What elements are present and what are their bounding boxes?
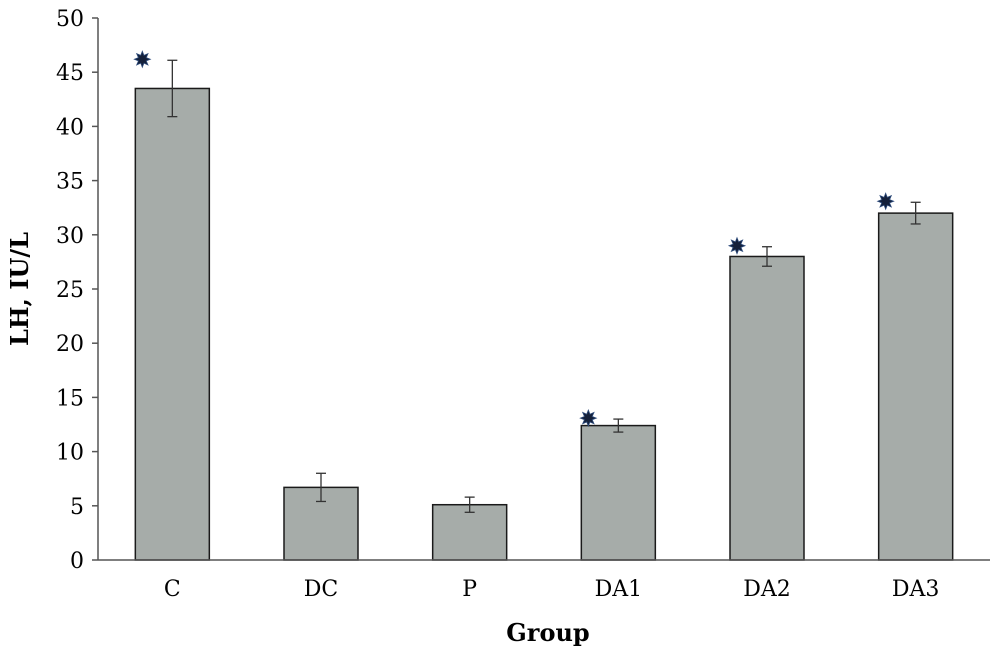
error-bars xyxy=(167,59,921,513)
category-label-da3: DA3 xyxy=(892,577,940,602)
star-icon xyxy=(876,192,895,211)
bar-da2 xyxy=(729,255,805,561)
category-label-da1: DA1 xyxy=(595,577,643,602)
bar-da1 xyxy=(580,424,657,561)
y-axis-ticks: 0 5 10 15 20 25 30 35 40 45 50 xyxy=(56,7,98,574)
bars xyxy=(134,87,954,561)
error-bar-da1 xyxy=(613,418,624,433)
category-label-dc: DC xyxy=(304,577,338,602)
category-label-p: P xyxy=(462,577,477,602)
error-bar-dc xyxy=(316,472,326,503)
star-icon xyxy=(579,408,598,428)
bar-c xyxy=(134,87,211,561)
y-tick-label: 35 xyxy=(56,170,84,195)
error-bar-da3 xyxy=(910,201,921,225)
y-tick-label: 0 xyxy=(70,549,84,574)
y-tick-label: 45 xyxy=(56,61,84,86)
star-icon xyxy=(727,236,747,255)
y-tick-label: 20 xyxy=(56,332,84,357)
significance-markers xyxy=(133,50,895,428)
y-axis-title: LH, IU/L xyxy=(5,232,34,346)
y-tick-label: 10 xyxy=(56,441,84,466)
y-tick-label: 25 xyxy=(56,278,84,303)
bar-p xyxy=(431,503,508,561)
error-bar-c xyxy=(167,59,178,118)
error-bar-p xyxy=(464,496,475,513)
y-tick-label: 5 xyxy=(70,495,84,520)
y-tick-label: 40 xyxy=(56,115,84,140)
category-label-c: C xyxy=(164,577,181,602)
x-axis-title: Group xyxy=(506,618,589,647)
y-tick-label: 30 xyxy=(56,224,84,249)
bar-da3 xyxy=(877,212,954,561)
error-bar-da2 xyxy=(762,246,772,267)
category-label-da2: DA2 xyxy=(743,577,791,602)
y-tick-label: 50 xyxy=(56,7,84,32)
y-tick-label: 15 xyxy=(56,386,84,411)
x-axis-categories: C DC P DA1 DA2 DA3 xyxy=(164,577,940,602)
star-icon xyxy=(133,50,152,69)
